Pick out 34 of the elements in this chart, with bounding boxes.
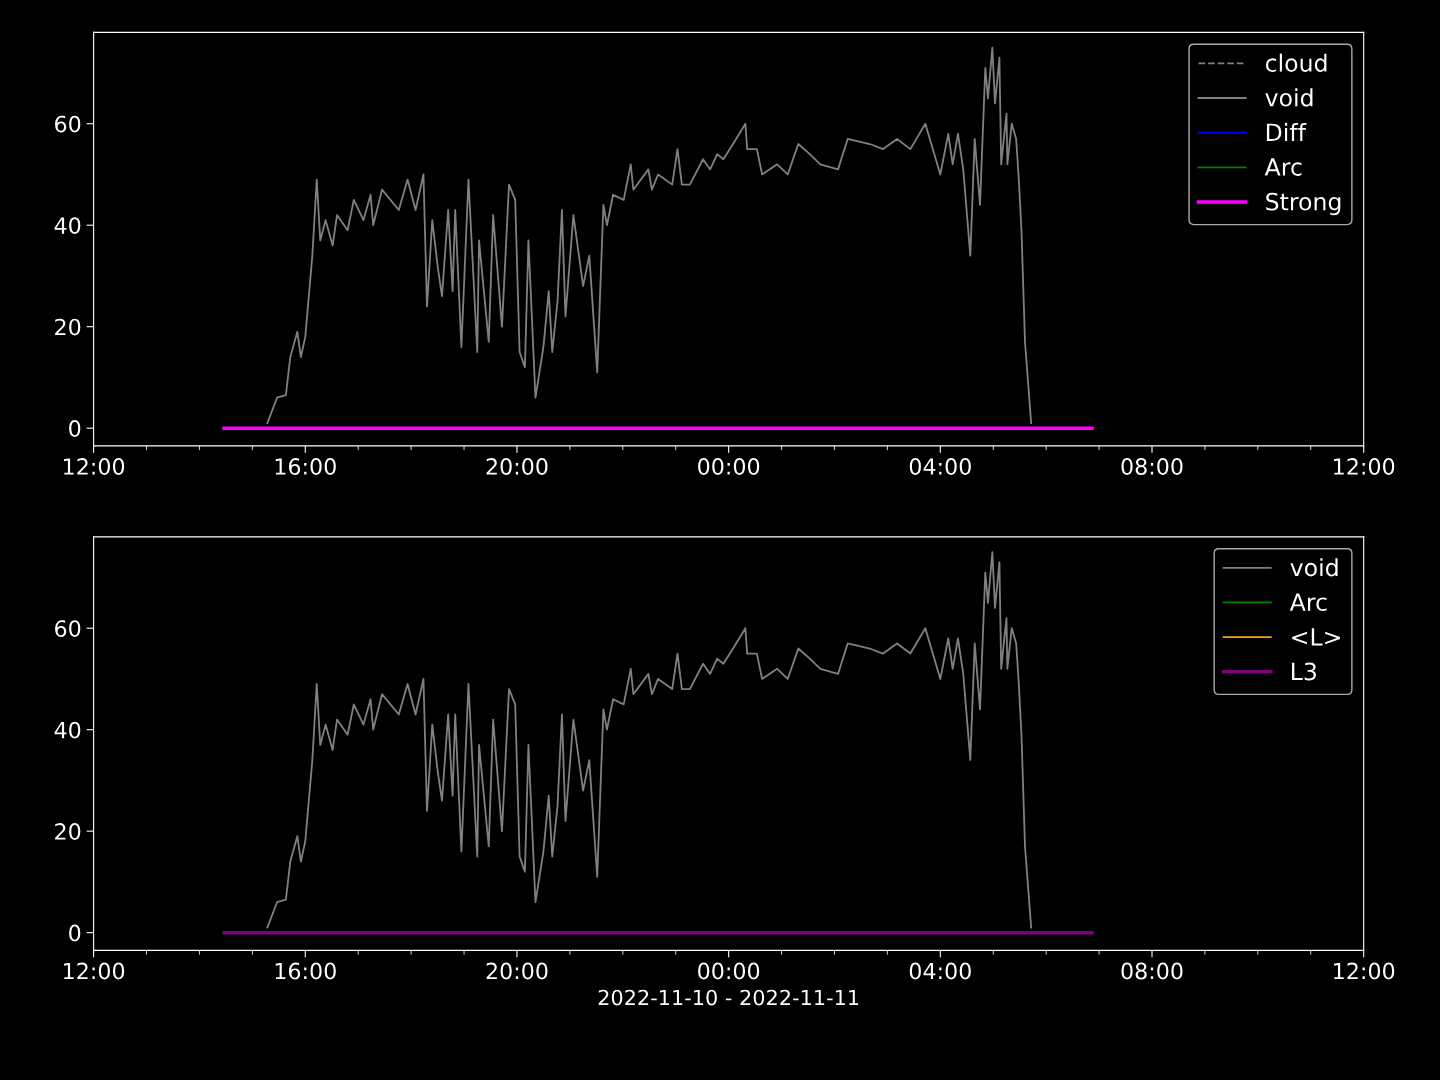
y-tick-label: 0 — [69, 420, 81, 437]
legend-label: void — [1290, 558, 1338, 577]
legend-label: Arc — [1289, 593, 1327, 612]
x-tick-label: 20:00 — [486, 962, 548, 980]
legend-label: Arc — [1264, 158, 1302, 176]
y-tick-label: 20 — [55, 318, 81, 336]
legend-label: void — [1265, 88, 1313, 107]
y-tick-label: 20 — [55, 823, 81, 840]
y-tick-label: 40 — [54, 721, 81, 739]
legend-label: <L> — [1292, 628, 1340, 646]
y-tick-label: 0 — [69, 924, 81, 942]
x-tick-label: 16:00 — [275, 962, 336, 980]
y-tick-label: 60 — [55, 115, 81, 133]
x-tick-label: 20:00 — [486, 458, 548, 475]
x-tick-label: 08:00 — [1121, 962, 1183, 980]
y-tick-label: 60 — [55, 620, 81, 637]
x-tick-label: 12:00 — [64, 458, 125, 475]
x-axis-title: 2022-11-10 - 2022-11-11 — [598, 989, 859, 1006]
x-tick-label: 04:00 — [909, 458, 971, 475]
x-tick-label: 04:00 — [909, 962, 971, 980]
x-tick-label: 00:00 — [698, 962, 760, 980]
y-tick-label: 40 — [54, 217, 81, 234]
x-tick-label: 08:00 — [1121, 458, 1183, 475]
x-tick-label: 12:00 — [1334, 458, 1395, 475]
legend-label: Diff — [1266, 122, 1307, 141]
x-tick-label: 12:00 — [64, 962, 125, 980]
legend-label: Strong — [1266, 192, 1341, 216]
legend-label: cloud — [1265, 53, 1327, 72]
line-series — [266, 46, 1033, 424]
x-tick-label: 16:00 — [275, 458, 336, 475]
line-series — [266, 551, 1033, 929]
x-tick-label: 12:00 — [1334, 962, 1395, 980]
legend-label: L3 — [1292, 662, 1316, 681]
x-tick-label: 00:00 — [698, 458, 760, 475]
